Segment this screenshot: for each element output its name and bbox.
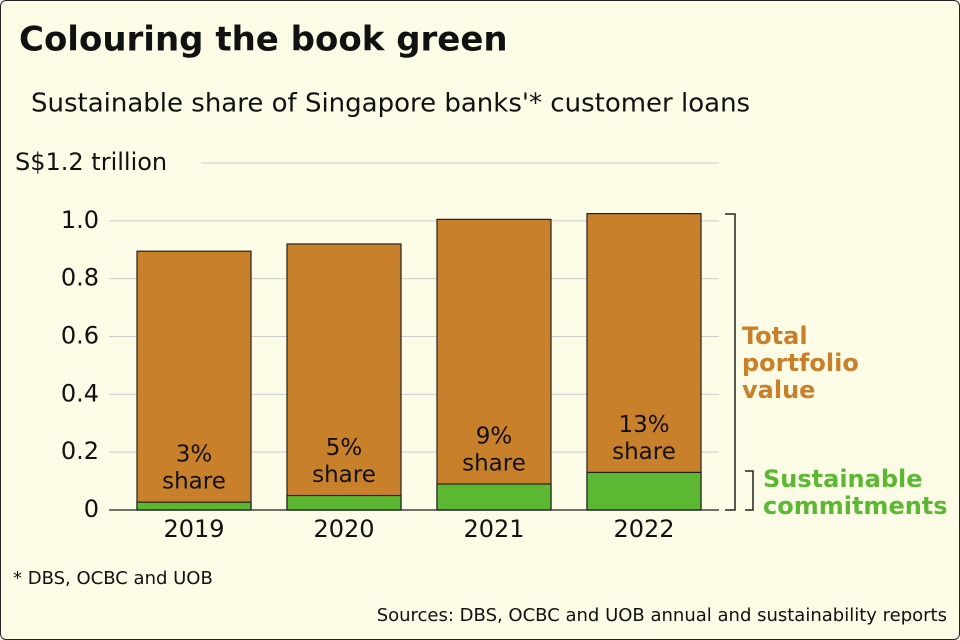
y-tick-label: 0.8 [61,264,99,292]
share-suffix: share [162,469,226,495]
bar [286,494,402,511]
x-tick-label: 2020 [313,515,374,543]
bar [286,243,402,511]
y-tick-label: 1.0 [61,206,99,234]
source: Sources: DBS, OCBC and UOB annual and su… [377,605,947,626]
y-tick-label: 0.4 [61,379,99,407]
share-suffix: share [462,450,526,476]
footnote: * DBS, OCBC and UOB [13,568,213,589]
share-label: 5% [326,435,363,461]
chart-title: Colouring the book green [19,20,508,60]
chart-subtitle: Sustainable share of Singapore banks'* c… [31,89,750,119]
legend-total: Total portfolio value [742,322,859,404]
bar [586,213,702,511]
bracket [725,213,736,511]
x-tick-label: 2021 [463,515,524,543]
share-label: 13% [618,412,669,438]
share-suffix: share [312,462,376,488]
bar [136,501,252,511]
bar [586,471,702,511]
share-label: 3% [176,442,213,468]
bar [436,218,552,511]
y-tick-label: S$1.2 trillion [15,148,167,176]
bar [436,483,552,511]
y-tick-label: 0.6 [61,322,99,350]
x-tick-label: 2022 [613,515,674,543]
y-tick-label: 0 [84,495,99,523]
legend-sustainable: Sustainable commitments [763,465,948,520]
x-tick-label: 2019 [163,515,224,543]
share-label: 9% [476,423,513,449]
bracket [745,470,754,511]
share-suffix: share [612,439,676,465]
y-tick-label: 0.2 [61,437,99,465]
